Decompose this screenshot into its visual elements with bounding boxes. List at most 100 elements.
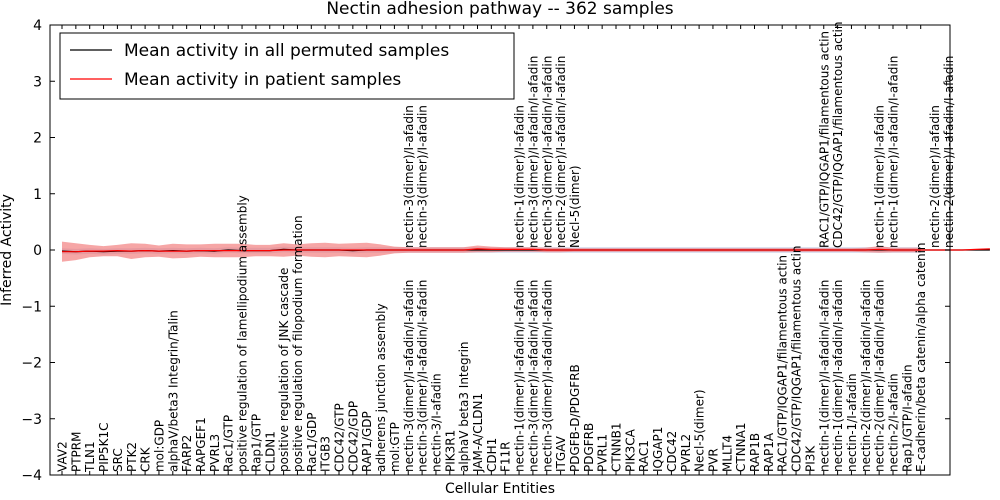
category-label: PDGFB-D/PDGFRB — [568, 364, 582, 472]
y-tick-label: 3 — [33, 74, 42, 90]
category-label: Necl-5(dimer) — [693, 389, 707, 472]
x-axis-ticks — [61, 25, 922, 475]
category-label: JAM-A/CLDN1 — [471, 393, 485, 473]
category-label: nectin-2/I-afadin — [887, 373, 901, 472]
category-label: CDC42/GDP — [346, 401, 360, 472]
legend: Mean activity in all permuted samples Me… — [59, 32, 515, 100]
category-label: alphaV/beta3 Integrin/Talin — [166, 310, 180, 472]
category-label: Rap1/GTP/I-afadin — [900, 364, 914, 472]
category-label: CLDN1 — [263, 431, 277, 472]
category-label: positive regulation of lamellipodium ass… — [236, 195, 250, 472]
category-label: PIK3CA — [623, 428, 637, 472]
category-label: nectin-1(dimer)/I-afadin/I-afadin — [817, 280, 831, 472]
category-label: alphaV beta3 Integrin — [457, 341, 471, 472]
category-label: MLLT4 — [720, 435, 734, 472]
category-label: Rac1/GTP — [222, 415, 236, 472]
category-label: SRC — [111, 448, 125, 472]
category-label: nectin-3(dimer)/I-afadin/I-afadin — [526, 280, 540, 472]
category-label: RAC1 — [637, 440, 651, 472]
category-label: nectin-1(dimer)/I-afadin/I-afadin — [513, 280, 527, 472]
category-label: PVRL3 — [208, 434, 222, 472]
category-label-upper: nectin-3(dimer)/I-afadin/I-afadin — [526, 56, 540, 248]
category-label: RAP1A — [762, 432, 776, 472]
legend-label-patient: Mean activity in patient samples — [124, 70, 401, 90]
category-label: Rap1/GTP — [249, 414, 263, 472]
category-label: CDC42 — [665, 431, 679, 472]
category-label: PI3K — [803, 445, 817, 472]
chart-title: Nectin adhesion pathway -- 362 samples — [326, 0, 673, 19]
legend-label-permuted: Mean activity in all permuted samples — [124, 41, 449, 61]
category-label-upper: nectin-1(dimer)/I-afadin — [513, 105, 527, 248]
category-label: positive regulation of JNK cascade — [277, 268, 291, 472]
category-label: positive regulation of filopodium format… — [291, 215, 305, 472]
category-label-upper: nectin-3(dimer)/I-afadin — [416, 105, 430, 248]
y-tick-label: −4 — [21, 468, 42, 484]
y-tick-label: 4 — [33, 18, 42, 34]
category-label: ITGB3 — [319, 436, 333, 472]
line-series-1 — [62, 248, 990, 253]
category-label-upper: nectin-1(dimer)/I-afadin/I-afadin — [887, 56, 901, 248]
category-label: PVRL1 — [596, 434, 610, 472]
category-label: RAP1/GDP — [360, 411, 374, 472]
y-tick-label: 0 — [33, 243, 42, 259]
y-axis-ticks: −4 −3 −2 −1 0 1 2 3 4 — [21, 18, 950, 484]
y-tick-label: −2 — [21, 356, 42, 372]
y-tick-label: −3 — [21, 412, 42, 428]
category-label: CDH1 — [485, 438, 499, 472]
category-label: nectin-2(dimer)/I-afadin/I-afadin — [873, 280, 887, 472]
y-axis-label: Inferred Activity — [0, 194, 15, 306]
category-label: FARP2 — [180, 435, 194, 472]
category-label: CTNNB1 — [610, 422, 624, 472]
category-label: nectin-3(dimer)/I-afadin/I-afadin — [540, 280, 554, 472]
category-label: PDGFRB — [582, 423, 596, 472]
category-label: adherens junction assembly — [374, 303, 388, 472]
category-label: RAP1B — [748, 433, 762, 472]
category-label: nectin-2(dimer)/I-afadin/I-afadin — [859, 280, 873, 472]
category-label: nectin-3(dimer)/I-afadin/I-afadin — [416, 280, 430, 472]
category-label-upper: nectin-2(dimer)/I-afadin/I-afadin — [554, 56, 568, 248]
category-label-upper: nectin-1(dimer)/I-afadin — [873, 105, 887, 248]
category-label: RAPGEF1 — [194, 417, 208, 472]
category-label-upper: nectin-2(dimer)/I-afadin/I-afadin — [942, 56, 956, 248]
plot-frame — [49, 24, 951, 476]
category-label: mol:GTP — [388, 422, 402, 472]
category-label: PIK3R1 — [443, 430, 457, 472]
category-label: F11R — [499, 441, 513, 472]
x-axis-label: Cellular Entities — [445, 481, 555, 497]
category-label: PVRL2 — [679, 434, 693, 472]
category-label-upper: CDC42/GTP/IQGAP1/filamentous actin — [831, 22, 845, 248]
category-label: VAV2 — [56, 441, 70, 472]
category-label-upper: Necl-5(dimer) — [568, 165, 582, 248]
category-label-upper: RAC1/GTP/IQGAP1/filamentous actin — [817, 31, 831, 248]
category-label: PVR — [706, 448, 720, 472]
category-label-upper: nectin-2(dimer)/I-afadin — [928, 105, 942, 248]
category-label: nectin-1(dimer)/I-afadin/I-afadin — [831, 280, 845, 472]
y-tick-label: 1 — [33, 187, 42, 203]
category-label: PTPRM — [69, 432, 83, 473]
category-label-upper: nectin-3(dimer)/I-afadin — [402, 105, 416, 248]
category-label: PIP5K1C — [97, 422, 111, 472]
category-label-upper: nectin-3(dimer)/I-afadin/I-afadin — [540, 56, 554, 248]
category-label: PTK2 — [125, 442, 139, 472]
category-label: TLN1 — [83, 441, 97, 473]
category-label: mol:GDP — [152, 420, 166, 472]
y-tick-label: −1 — [21, 299, 42, 315]
category-label: nectin-3(dimer)/I-afadin/I-afadin — [402, 280, 416, 472]
category-label: nectin-1/I-afadin — [845, 373, 859, 472]
category-label: CDC42/GTP/IQGAP1/filamentous actin — [790, 246, 804, 472]
category-label: RAC1/GTP/IQGAP1/filamentous actin — [776, 255, 790, 472]
band-series-1 — [62, 241, 921, 262]
category-label: E-cadherin/beta catenin/alpha catenin — [914, 242, 928, 472]
category-label: CRK — [139, 446, 153, 472]
category-label: Rac1/GDP — [305, 413, 319, 472]
category-label: CDC42/GTP — [333, 403, 347, 472]
y-tick-label: 2 — [33, 131, 42, 147]
legend-box — [59, 32, 515, 100]
category-label: IQGAP1 — [651, 427, 665, 472]
category-label: nectin-3/I-afadin — [429, 373, 443, 472]
category-label: CTNNA1 — [734, 422, 748, 472]
category-label: ITGAV — [554, 435, 568, 472]
category-labels: VAV2 PTPRM TLN1 PIP5K1C SRC PTK2 CRK mol:GDP alp… — [56, 22, 956, 473]
series-lines — [61, 248, 990, 253]
